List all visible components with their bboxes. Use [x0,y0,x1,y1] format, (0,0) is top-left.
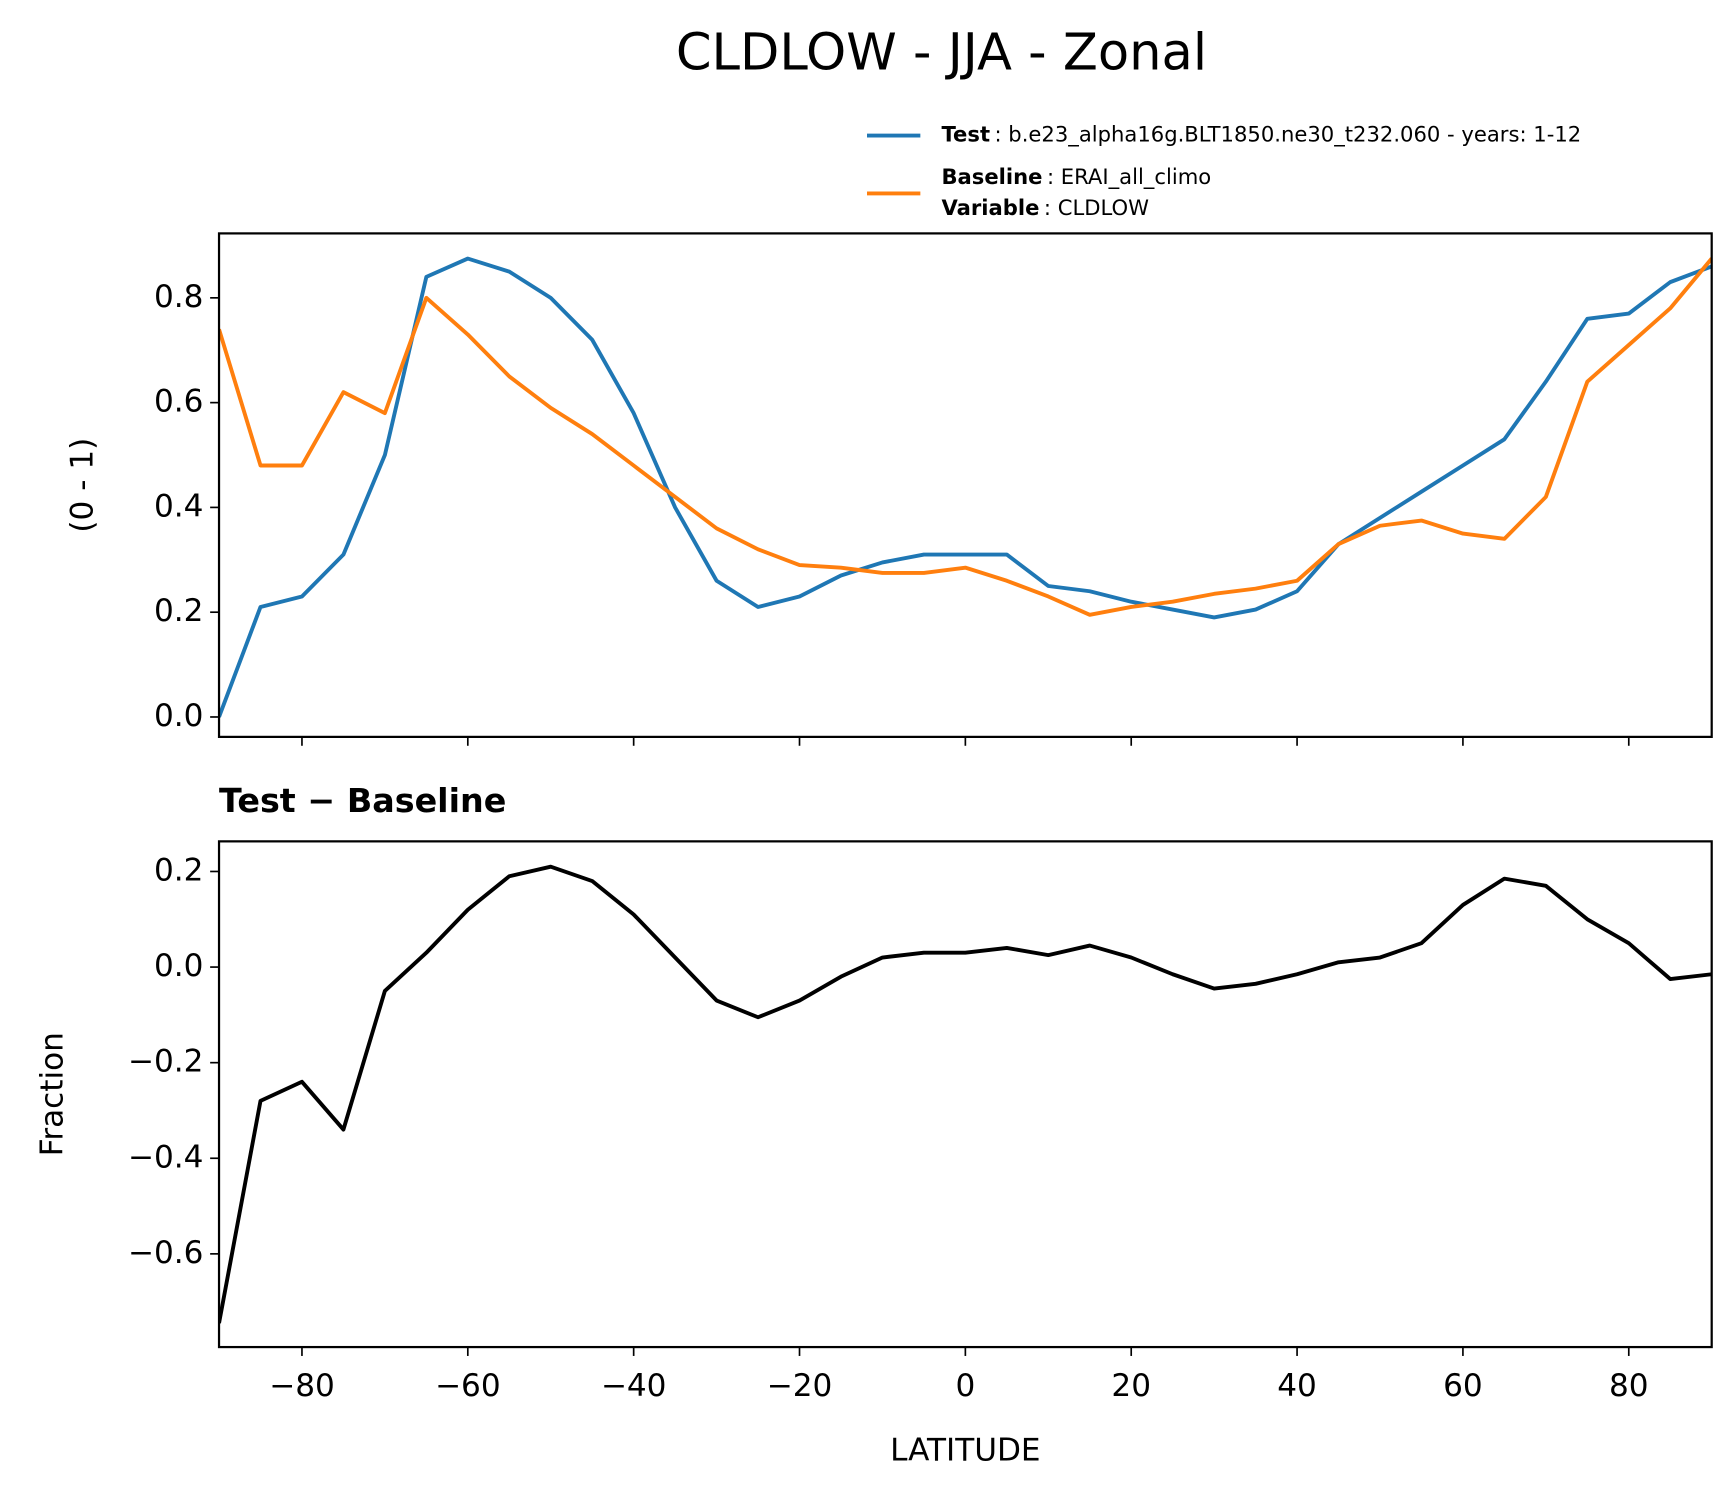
y-tick-label: −0.4 [128,1139,204,1175]
series-line [219,256,1712,718]
x-tick-label: −40 [601,1368,667,1404]
legend-name: Test [941,122,990,147]
legend-entry: Variable: CLDLOW [941,195,1149,220]
series-line [219,257,1712,617]
plot-frame [217,840,1713,1349]
y-tick-label: 0.8 [154,279,203,315]
legend-text: : ERAI_all_climo [1047,164,1211,190]
legend-entry: Test: b.e23_alpha16g.BLT1850.ne30_t232.0… [941,122,1581,148]
legend-text: : b.e23_alpha16g.BLT1850.ne30_t232.060 -… [994,122,1581,148]
x-axis-label: LATITUDE [890,1433,1040,1469]
legend-name: Variable [941,195,1039,220]
y-tick-label: 0.0 [154,698,203,734]
y-tick-label: 0.6 [154,384,203,420]
y-tick-label: 0.2 [154,593,203,629]
x-tick-label: 40 [1277,1368,1317,1404]
y-tick-label: 0.2 [154,852,203,888]
x-tick-label: 60 [1443,1368,1483,1404]
legend-name: Baseline [941,164,1042,189]
y-tick-label: −0.2 [128,1044,204,1080]
y-tick-label: 0.0 [154,948,203,984]
x-tick-label: −80 [269,1368,335,1404]
subplot-title: Test − Baseline [219,781,506,820]
legend-text: : CLDLOW [1044,195,1149,220]
chart-title: CLDLOW - JJA - Zonal [676,24,1207,83]
y-tick-label: −0.6 [128,1235,204,1271]
x-tick-label: 20 [1111,1368,1151,1404]
series-line [219,864,1712,1324]
x-tick-label: 0 [955,1368,975,1404]
x-tick-label: −20 [767,1368,833,1404]
plot-frame [217,232,1713,738]
y-axis-label: (0 - 1) [64,438,100,533]
legend-entry: Baseline: ERAI_all_climo [941,164,1211,190]
y-axis-label: Fraction [34,1032,70,1156]
x-tick-label: −60 [435,1368,501,1404]
x-tick-label: 80 [1609,1368,1649,1404]
y-tick-label: 0.4 [154,488,203,524]
